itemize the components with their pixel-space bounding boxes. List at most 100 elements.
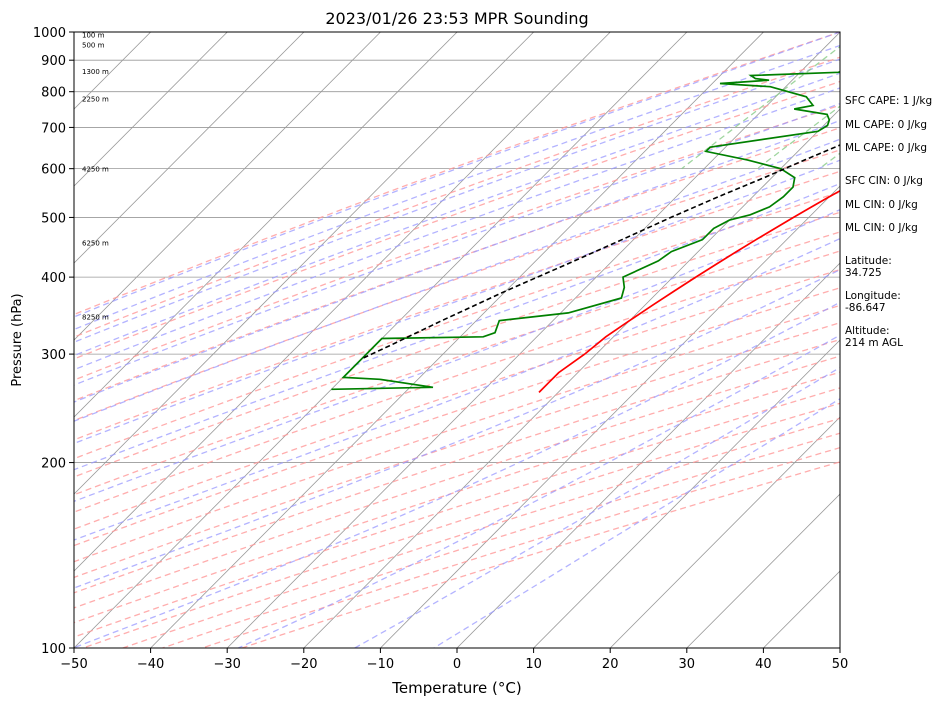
dry-adiabat bbox=[81, 402, 840, 648]
height-label: 1300 m bbox=[82, 68, 109, 76]
isotherm bbox=[74, 32, 458, 418]
isotherm bbox=[74, 32, 535, 495]
ml-cape-text-2: ML CAPE: 0 J/kg bbox=[845, 142, 927, 154]
dry-adiabat bbox=[74, 191, 840, 460]
altitude-label: Altitude: bbox=[845, 325, 890, 337]
moist-adiabat bbox=[74, 138, 840, 422]
isotherm bbox=[74, 32, 305, 264]
ml-cape-text: ML CAPE: 0 J/kg bbox=[845, 119, 927, 131]
dry-adiabat bbox=[74, 355, 840, 609]
x-tick-label: −50 bbox=[60, 657, 87, 672]
ml-cin-text: ML CIN: 0 J/kg bbox=[845, 199, 918, 211]
mixing-ratio-line bbox=[757, 105, 840, 170]
dry-adiabat bbox=[74, 211, 840, 478]
longitude-label: Longitude: bbox=[845, 290, 901, 302]
dry-adiabat bbox=[74, 149, 840, 422]
mixing-ratio-line bbox=[681, 45, 840, 170]
x-tick-label: 10 bbox=[525, 657, 542, 672]
dewpoint-line bbox=[331, 70, 840, 391]
sfc-cape-text: SFC CAPE: 1 J/kg bbox=[845, 95, 932, 107]
dry-adiabat bbox=[120, 417, 840, 648]
height-label: 6250 m bbox=[82, 240, 109, 248]
y-tick-label: 800 bbox=[41, 86, 66, 101]
x-tick-label: −30 bbox=[213, 657, 240, 672]
dry-adiabat bbox=[74, 371, 840, 624]
dry-adiabat bbox=[74, 287, 840, 547]
dry-adiabat bbox=[74, 104, 840, 381]
x-axis-label: Temperature (°C) bbox=[391, 679, 521, 697]
ml-cin-text-2: ML CIN: 0 J/kg bbox=[845, 222, 918, 234]
y-tick-label: 1000 bbox=[33, 26, 66, 41]
dry-adiabat bbox=[74, 250, 840, 513]
y-tick-label: 400 bbox=[41, 271, 66, 286]
y-tick-label: 100 bbox=[41, 642, 66, 657]
dry-adiabat bbox=[160, 432, 840, 648]
y-axis-label: Pressure (hPa) bbox=[10, 293, 25, 386]
x-tick-label: 20 bbox=[602, 657, 619, 672]
y-tick-label: 600 bbox=[41, 163, 66, 178]
side-panel: SFC CAPE: 1 J/kg ML CAPE: 0 J/kg ML CAPE… bbox=[845, 95, 932, 349]
background-lines bbox=[74, 32, 840, 648]
x-tick-label: −20 bbox=[290, 657, 317, 672]
chart-title: 2023/01/26 23:53 MPR Sounding bbox=[325, 9, 588, 28]
temperature-line bbox=[538, 189, 840, 393]
isotherm bbox=[609, 416, 840, 648]
x-tick-label: 30 bbox=[679, 657, 696, 672]
isotherm bbox=[226, 32, 840, 648]
moist-adiabat bbox=[74, 87, 840, 371]
height-label: 2250 m bbox=[82, 95, 109, 103]
dry-adiabat bbox=[74, 387, 840, 638]
x-tick-label: −10 bbox=[367, 657, 394, 672]
moist-adiabat bbox=[74, 102, 840, 386]
x-tick-label: 0 bbox=[453, 657, 461, 672]
moist-adiabat bbox=[74, 159, 840, 445]
dry-adiabat bbox=[74, 338, 840, 594]
x-tick-label: 50 bbox=[832, 657, 849, 672]
moist-adiabat bbox=[74, 119, 840, 403]
height-label: 4250 m bbox=[82, 166, 109, 174]
moist-adiabat bbox=[74, 182, 840, 471]
moist-adiabat bbox=[354, 366, 840, 648]
dry-adiabat bbox=[74, 170, 840, 441]
y-tick-label: 300 bbox=[41, 348, 66, 363]
x-tick-label: −40 bbox=[137, 657, 164, 672]
isotherm bbox=[74, 32, 611, 572]
isotherm bbox=[456, 262, 840, 648]
height-label: 500 m bbox=[82, 41, 105, 49]
dry-adiabat bbox=[74, 127, 840, 402]
parcel-line bbox=[361, 144, 840, 360]
y-tick-label: 500 bbox=[41, 211, 66, 226]
moist-adiabat bbox=[74, 209, 840, 503]
dry-adiabat bbox=[74, 56, 840, 338]
sfc-cin-text: SFC CIN: 0 J/kg bbox=[845, 175, 923, 187]
height-label: 8250 m bbox=[82, 314, 109, 322]
moist-adiabat bbox=[433, 397, 840, 648]
moist-adiabat bbox=[74, 72, 840, 357]
dry-adiabat bbox=[74, 231, 840, 496]
dry-adiabat bbox=[74, 80, 840, 360]
dry-adiabat bbox=[74, 32, 840, 316]
isotherm bbox=[303, 108, 840, 648]
latitude-value: 34.725 bbox=[845, 267, 882, 279]
x-axis-ticks: −50 −40 −30 −20 −10 0 10 20 30 40 50 bbox=[60, 648, 848, 672]
y-tick-label: 200 bbox=[41, 457, 66, 472]
moist-adiabat bbox=[74, 269, 840, 589]
y-tick-label: 700 bbox=[41, 121, 66, 136]
dry-adiabat bbox=[74, 304, 840, 563]
longitude-value: -86.647 bbox=[845, 302, 886, 314]
x-tick-label: 40 bbox=[755, 657, 772, 672]
moist-adiabat bbox=[74, 58, 840, 343]
isotherm bbox=[686, 493, 840, 648]
y-axis-ticks: 100 200 300 400 500 600 700 800 900 1000 bbox=[33, 26, 74, 657]
moist-adiabat bbox=[74, 237, 840, 541]
altitude-value: 214 m AGL bbox=[845, 337, 903, 349]
height-label: 100 m bbox=[82, 32, 105, 40]
profile-lines bbox=[331, 70, 840, 393]
moist-adiabat bbox=[74, 32, 840, 318]
isotherm bbox=[380, 185, 840, 648]
isotherm bbox=[533, 339, 840, 648]
moist-adiabat bbox=[238, 334, 840, 648]
isotherm bbox=[74, 32, 228, 187]
